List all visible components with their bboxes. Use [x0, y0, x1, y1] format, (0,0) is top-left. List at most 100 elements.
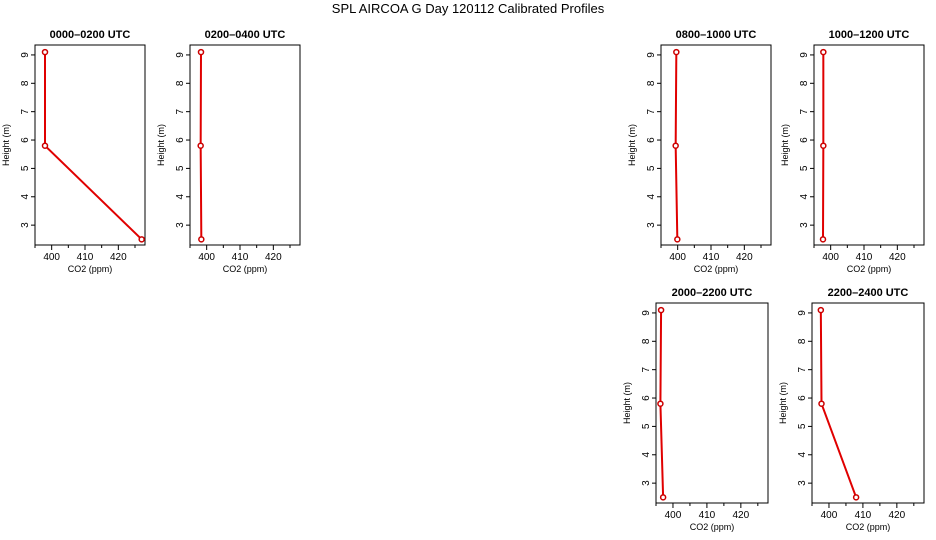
- data-point: [817, 306, 825, 314]
- y-tick-label: 8: [646, 80, 657, 86]
- data-point: [198, 236, 205, 243]
- data-point: [820, 48, 827, 56]
- x-axis-label: CO2 (ppm): [847, 264, 892, 274]
- x-tick-label: 410: [232, 252, 249, 263]
- x-tick-label: 420: [265, 252, 282, 263]
- x-tick-label: 410: [856, 252, 873, 263]
- x-tick-label: 420: [733, 510, 750, 521]
- y-tick-label: 8: [175, 80, 186, 86]
- x-tick-label: 410: [703, 252, 720, 263]
- plot-frame: [660, 44, 772, 246]
- data-point: [674, 236, 681, 243]
- y-axis-label: Height (m): [1, 124, 11, 166]
- y-tick-label: 6: [175, 137, 186, 143]
- panel-title: 2200–2400 UTC: [828, 287, 909, 299]
- y-tick-label: 5: [20, 165, 31, 171]
- y-tick-label: 5: [646, 165, 657, 171]
- x-tick-label: 400: [43, 252, 60, 263]
- panel-title: 0000–0200 UTC: [50, 29, 131, 41]
- panel-title: 0200–0400 UTC: [205, 29, 286, 41]
- y-tick-label: 3: [641, 480, 652, 486]
- y-tick-label: 7: [646, 108, 657, 114]
- y-axis-label: Height (m): [622, 382, 632, 424]
- x-tick-label: 420: [736, 252, 753, 263]
- x-axis-label: CO2 (ppm): [223, 264, 268, 274]
- y-tick-label: 9: [797, 310, 808, 316]
- data-point: [41, 142, 49, 149]
- y-tick-label: 4: [20, 194, 31, 200]
- x-axis-label: CO2 (ppm): [846, 522, 891, 532]
- plot-frame: [811, 302, 925, 504]
- y-tick-label: 9: [175, 52, 186, 58]
- y-axis-label: Height (m): [778, 382, 788, 424]
- y-tick-label: 8: [641, 338, 652, 344]
- plot-frame: [655, 302, 769, 504]
- y-axis-label: Height (m): [780, 124, 790, 166]
- y-tick-label: 8: [799, 80, 810, 86]
- y-tick-label: 9: [799, 52, 810, 58]
- data-point: [852, 494, 860, 501]
- y-tick-label: 7: [799, 108, 810, 114]
- y-tick-label: 3: [797, 480, 808, 486]
- y-tick-label: 3: [646, 222, 657, 228]
- y-tick-label: 9: [646, 52, 657, 58]
- y-axis-label: Height (m): [156, 124, 166, 166]
- x-tick-label: 400: [822, 252, 839, 263]
- y-tick-label: 6: [797, 395, 808, 401]
- profile-line: [44, 52, 143, 241]
- x-tick-label: 410: [77, 252, 94, 263]
- y-tick-label: 4: [175, 194, 186, 200]
- x-tick-label: 400: [669, 252, 686, 263]
- data-point: [818, 400, 825, 407]
- y-tick-label: 3: [799, 222, 810, 228]
- plot-frame: [813, 44, 925, 246]
- y-tick-label: 3: [20, 222, 31, 228]
- data-point: [672, 142, 679, 149]
- x-axis-label: CO2 (ppm): [68, 264, 113, 274]
- y-tick-label: 5: [799, 165, 810, 171]
- data-point: [819, 236, 827, 243]
- x-tick-label: 410: [855, 510, 872, 521]
- y-tick-label: 5: [641, 423, 652, 429]
- plot-frame: [34, 44, 146, 246]
- panel-title: 1000–1200 UTC: [829, 29, 910, 41]
- y-axis-label: Height (m): [627, 124, 637, 166]
- data-point: [197, 48, 205, 56]
- data-point: [41, 48, 49, 56]
- x-axis-label: CO2 (ppm): [694, 264, 739, 274]
- x-tick-label: 400: [198, 252, 215, 263]
- y-tick-label: 5: [175, 165, 186, 171]
- y-tick-label: 7: [20, 108, 31, 114]
- y-tick-label: 4: [797, 452, 808, 458]
- figure-title: SPL AIRCOA G Day 120112 Calibrated Profi…: [331, 1, 605, 16]
- y-tick-label: 6: [641, 395, 652, 401]
- y-tick-label: 4: [799, 194, 810, 200]
- x-tick-label: 420: [889, 510, 906, 521]
- y-tick-label: 4: [646, 194, 657, 200]
- x-tick-label: 400: [821, 510, 838, 521]
- data-point: [138, 236, 145, 243]
- x-tick-label: 400: [665, 510, 682, 521]
- y-tick-label: 7: [641, 366, 652, 372]
- y-tick-label: 9: [641, 310, 652, 316]
- profile-line: [819, 310, 858, 498]
- y-tick-label: 6: [799, 137, 810, 143]
- x-tick-label: 420: [110, 252, 127, 263]
- y-tick-label: 7: [797, 366, 808, 372]
- y-tick-label: 8: [20, 80, 31, 86]
- data-point: [657, 306, 665, 314]
- y-tick-label: 6: [646, 137, 657, 143]
- x-axis-label: CO2 (ppm): [690, 522, 735, 532]
- panel-title: 2000–2200 UTC: [672, 287, 753, 299]
- data-point: [659, 494, 667, 501]
- data-point: [673, 48, 680, 56]
- panel-title: 0800–1000 UTC: [676, 29, 757, 41]
- y-tick-label: 5: [797, 423, 808, 429]
- data-point: [197, 142, 204, 149]
